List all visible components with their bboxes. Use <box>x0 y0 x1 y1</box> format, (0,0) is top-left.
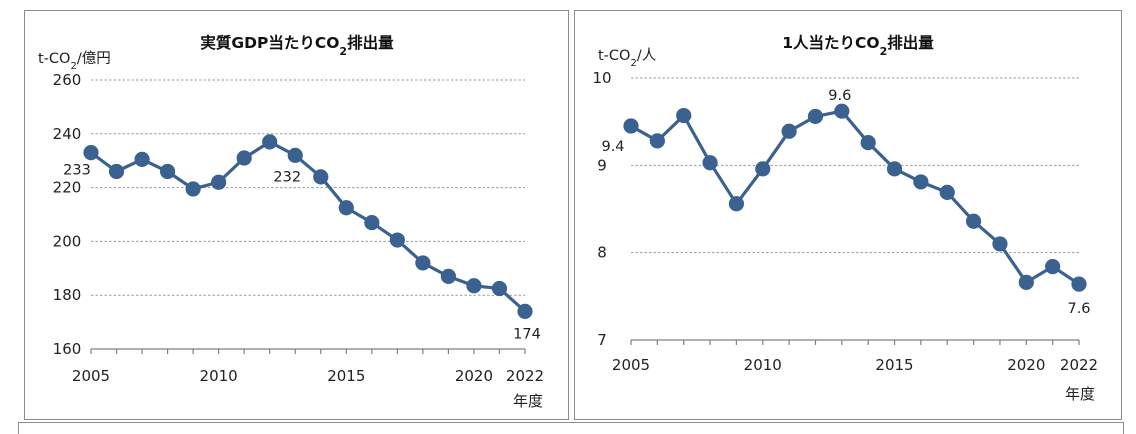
data-label-gdp: 174 <box>513 326 541 342</box>
data-point-gdp <box>134 151 150 167</box>
data-point-gdp <box>517 303 533 319</box>
data-point-gdp <box>364 214 380 231</box>
data-point-per-capita <box>1018 274 1034 290</box>
data-point-gdp <box>415 255 431 271</box>
data-point-per-capita <box>649 133 665 149</box>
x-tick-label-per-capita: 2005 <box>612 356 650 374</box>
data-point-gdp <box>236 150 252 166</box>
data-label-per-capita: 9.6 <box>828 88 851 104</box>
data-point-per-capita <box>913 174 929 190</box>
y-tick-label-per-capita: 7 <box>597 331 607 349</box>
data-point-gdp <box>491 280 508 297</box>
data-point-gdp <box>338 200 354 216</box>
data-point-gdp <box>440 268 457 284</box>
y-tick-label-gdp: 200 <box>53 232 82 250</box>
y-tick-label-gdp: 240 <box>53 125 82 143</box>
y-tick-label-gdp: 180 <box>53 286 82 304</box>
data-point-gdp <box>108 163 125 180</box>
y-unit-per-capita: t-CO2/人 <box>598 47 656 69</box>
data-point-per-capita <box>992 236 1008 252</box>
data-point-gdp <box>211 174 227 190</box>
x-tick-label-gdp: 2022 <box>506 367 544 385</box>
data-point-gdp <box>389 232 405 248</box>
data-label-per-capita: 7.6 <box>1067 301 1090 317</box>
x-tick-label-per-capita: 2020 <box>1007 356 1045 374</box>
data-point-gdp <box>185 181 201 197</box>
data-point-per-capita <box>728 196 745 212</box>
x-axis-label-per-capita: 年度 <box>1065 385 1095 403</box>
data-point-per-capita <box>623 118 639 134</box>
x-tick-label-per-capita: 2015 <box>875 356 913 374</box>
plot-layer: 160 180 200 220 240 260 2005 2010 2015 2020 2022 23… <box>53 69 1098 385</box>
data-point-per-capita <box>939 184 955 201</box>
data-label-per-capita: 9.4 <box>601 139 624 155</box>
y-tick-label-per-capita: 9 <box>597 156 607 174</box>
chart-panel-gdp <box>24 10 569 420</box>
data-point-per-capita <box>781 123 797 139</box>
data-point-per-capita <box>807 108 824 125</box>
series-line-gdp <box>90 140 527 313</box>
x-tick-label-gdp: 2015 <box>327 367 365 385</box>
data-point-gdp <box>159 163 176 180</box>
y-tick-label-gdp: 220 <box>53 179 82 197</box>
x-tick-label-gdp: 2010 <box>200 367 238 385</box>
data-point-per-capita <box>886 161 903 177</box>
data-point-gdp <box>313 169 329 185</box>
data-point-gdp <box>287 147 303 163</box>
chart-title-gdp: 実質GDP当たりCO2排出量 <box>200 33 394 58</box>
data-label-gdp: 232 <box>273 169 301 185</box>
x-tick-label-gdp: 2020 <box>455 367 493 385</box>
data-point-per-capita <box>702 155 718 171</box>
x-tick-label-per-capita: 2010 <box>744 356 782 374</box>
data-point-gdp <box>262 134 278 150</box>
y-tick-label-gdp: 160 <box>53 340 82 358</box>
data-point-per-capita <box>676 107 692 124</box>
data-point-per-capita <box>860 135 876 151</box>
data-point-per-capita <box>1071 276 1087 292</box>
data-point-gdp <box>83 145 99 161</box>
x-axis-label-gdp: 年度 <box>513 392 543 410</box>
chart-title-per-capita: 1人当たりCO2排出量 <box>782 33 934 58</box>
series-line-per-capita <box>630 109 1080 286</box>
data-point-per-capita <box>965 213 982 229</box>
data-label-gdp: 233 <box>63 163 91 179</box>
data-point-per-capita <box>834 103 850 119</box>
y-unit-gdp: t-CO2/億円 <box>38 50 111 72</box>
y-tick-label-gdp: 260 <box>53 71 82 89</box>
data-point-per-capita <box>1045 259 1061 275</box>
y-tick-label-per-capita: 8 <box>597 244 607 262</box>
data-point-per-capita <box>755 161 771 177</box>
x-tick-label-gdp: 2005 <box>72 367 110 385</box>
data-point-gdp <box>466 278 482 294</box>
x-tick-label-per-capita: 2022 <box>1060 356 1098 374</box>
lower-frame <box>18 422 1124 434</box>
y-tick-label-per-capita: 10 <box>592 69 611 87</box>
